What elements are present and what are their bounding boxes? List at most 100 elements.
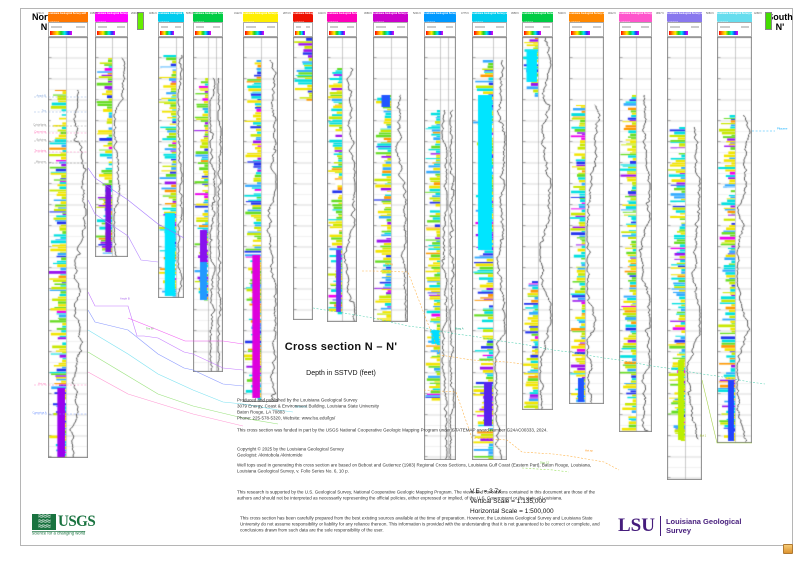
correlation-marker-label: Tex W [146,327,154,331]
well-track-canvas [48,37,88,458]
well-spacing-distance-label: 3847 ft [656,12,664,15]
well-track-canvas [95,37,128,257]
legend-tick [117,26,125,28]
legend-tick [641,26,649,28]
horizon-label-left: Camerina [34,130,46,134]
well-legend-strip [158,22,184,37]
scale-block: V.E. = 3.7x Vertical Scale = 1:135,000 H… [470,487,554,516]
well-track-canvas [522,37,553,410]
well-name-text: Louisiana Geological Survey well [293,12,313,15]
well-spacing-distance-label: 4410 ft [318,12,326,15]
usgs-logo: ≈≈≈ ≈≈≈ ≈≈≈ USGS science for a changing wo… [32,514,108,538]
well-track-canvas [193,37,223,372]
legend-tick [592,26,601,28]
well-header-bar: Louisiana Geological Survey well Louisian… [293,12,313,22]
lithology-color-scale [329,31,346,35]
well-column-well-03: Louisiana Geological Survey well Louisian… [158,12,184,298]
well-header-bar: Louisiana Geological Survey well Louisian… [667,12,702,22]
well-name-text: Louisiana Geological Survey well [522,12,553,15]
well-location-text: Louisiana [424,21,456,22]
legend-tick [246,26,256,28]
well-location-text: Louisiana [95,21,128,22]
lithology-color-scale [426,31,444,35]
horizon-label-left: Camerina A [32,411,47,415]
legend-tick [542,26,550,28]
lsu-dept-name: Louisiana Geological Survey [665,516,742,535]
well-column-well-14: Louisiana Geological Survey well Louisian… [667,12,702,480]
correlation-marker-label: Bul 1 [700,434,707,438]
legend-tick [525,26,534,28]
legend-tick [175,26,181,28]
well-location-text: Louisiana [327,21,357,22]
well-name-text: Louisiana Geological Survey well [95,12,128,15]
correlation-marker-label: Amph B [120,297,130,301]
lithology-color-scale [245,31,265,35]
legend-tick [75,26,85,28]
well-column-well-12: Louisiana Geological Survey well Louisian… [569,12,604,404]
well-column-well-07: Louisiana Geological Survey well Louisian… [327,12,357,322]
credits-disclaimer-lgs: This cross section has been carefully pr… [240,515,600,533]
legend-tick [427,26,436,28]
well-name-text: Louisiana Geological Survey well [243,12,278,15]
horizon-label-right: Pliocene [777,127,788,131]
well-name-text: Louisiana Geological Survey well [619,12,652,15]
well-location-text: Louisiana [667,21,702,22]
well-track-canvas [373,37,408,322]
lithology-color-scale [669,31,689,35]
well-spacing-distance-label: 4268 ft [754,12,762,15]
well-column-well-09: Louisiana Geological Survey well Louisian… [424,12,456,460]
well-column-ruler-left [137,12,144,422]
legend-tick [98,26,108,28]
well-spacing-distance-label: 5201 ft [413,12,421,15]
lithology-color-scale [97,31,115,35]
lithology-color-scale [719,31,739,35]
well-spacing-distance-label: 2874 ft [283,12,291,15]
well-track-canvas [472,37,507,460]
well-name-text: Louisiana Geological Survey well [472,12,507,15]
well-spacing-distance-label: 5083 ft [706,12,714,15]
well-location-text: Louisiana [619,21,652,22]
well-legend-strip [373,22,408,37]
legend-tick [51,26,63,28]
well-name-text: Louisiana Geological Survey well [48,12,87,15]
horizon-label-left: Bolivina [36,138,46,142]
horizon-label-left: Miocene [35,160,46,164]
correlation-marker-label: Bol perca [295,405,307,409]
corner-app-icon[interactable] [783,544,793,554]
vertical-scale: Vertical Scale = 1:135,000 [470,497,546,505]
well-column-well-11: Louisiana Geological Survey well Louisian… [522,12,553,410]
south-end-label: South N' [767,12,793,33]
legend-tick [213,26,220,28]
well-location-text: Louisiana [193,21,223,22]
well-header-bar: Louisiana Geological Survey well Louisian… [327,12,357,22]
well-track-canvas [717,37,752,443]
well-header-bar: Louisiana Geological Survey well Louisian… [424,12,456,22]
lithology-color-scale [621,31,639,35]
well-header-bar: Louisiana Geological Survey well Louisian… [48,12,88,22]
legend-tick [396,26,405,28]
well-name-text: Louisiana Geological Survey well [717,12,752,15]
credits-disclaimer-usgs: This research is supported by the U.S. G… [237,489,596,501]
well-track-canvas [569,37,604,404]
usgs-tagline: science for a changing world [32,531,86,536]
well-spacing-distance-label: 3689 ft [364,12,372,15]
lithology-color-scale [195,31,212,35]
depth-ruler-cap [765,12,772,30]
well-name-text: Louisiana Geological Survey well [569,12,604,15]
well-location-text: Louisiana [293,21,313,22]
well-track-canvas [619,37,652,432]
well-location-text: Louisiana [569,21,604,22]
lithology-color-scale [50,31,73,35]
well-track-canvas [667,37,702,480]
well-spacing-distance-label: 4081 ft [149,12,157,15]
well-legend-strip [472,22,507,37]
well-legend-strip [569,22,604,37]
horizon-label-left: Textularia [34,149,46,153]
well-location-text: Louisiana [522,21,553,22]
legend-tick [196,26,205,28]
legend-tick [495,26,504,28]
well-header-bar: Louisiana Geological Survey well Louisian… [717,12,752,22]
well-name-text: Louisiana Geological Survey well [327,12,357,15]
well-track-canvas [158,37,184,298]
lsu-logo-divider [659,516,661,536]
